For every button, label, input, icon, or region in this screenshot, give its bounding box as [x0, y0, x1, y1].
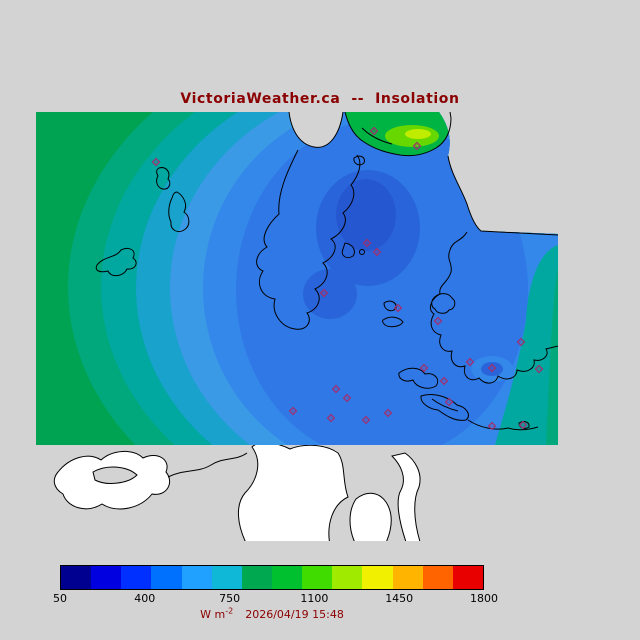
coastline-notch	[288, 111, 344, 148]
colorbar-segment	[181, 566, 212, 589]
station-marker-icon	[151, 157, 161, 167]
contour-spot-deep	[481, 362, 503, 376]
station-marker-icon	[342, 393, 352, 403]
coastline-peninsula	[344, 111, 452, 157]
contour-band-mid-blue	[236, 120, 528, 445]
colorbar-segment	[332, 566, 363, 589]
footer: W m-2 2026/04/19 15:48	[60, 606, 484, 621]
station-marker-icon	[319, 288, 329, 298]
contour-right-green	[546, 268, 558, 445]
island-mid-2	[382, 316, 404, 328]
lagoon	[92, 466, 138, 484]
station-marker-icon	[444, 397, 454, 407]
colorbar-segment	[302, 566, 333, 589]
coastline-mainland-right	[447, 155, 559, 236]
colorbar-segment	[392, 566, 423, 589]
coastline-center-bay	[341, 242, 355, 259]
colorbar-ticks: 50 400 750 1100 1450 1800	[53, 592, 498, 605]
station-marker-icon	[288, 406, 298, 416]
colorbar-tick-label: 750	[219, 592, 241, 605]
land-right-lobe	[349, 492, 392, 541]
station-marker-icon	[361, 415, 371, 425]
colorbar-tick-label: 400	[134, 592, 156, 605]
coastline-inlet-line	[431, 398, 459, 412]
station-marker-icon	[326, 413, 336, 423]
station-marker-icon	[487, 421, 497, 431]
colorbar-segment	[452, 566, 483, 589]
coastline-mid-strip	[167, 452, 248, 478]
coastline-bottom-right	[467, 419, 539, 431]
colorbar-tick-label: 1450	[385, 592, 414, 605]
station-marker-icon	[439, 376, 449, 386]
station-marker-icon	[465, 357, 475, 367]
island-left-2	[168, 191, 190, 233]
colorbar-gradient	[60, 565, 484, 590]
colorbar-segment	[61, 566, 92, 589]
coastline-left-squiggle	[95, 247, 137, 277]
colorbar-segment	[422, 566, 453, 589]
land-far-lobe	[391, 452, 421, 541]
station-marker-icon	[487, 363, 497, 373]
island-left-1	[156, 167, 171, 190]
station-marker-icon	[518, 420, 528, 430]
coastline-center-landmass	[256, 149, 361, 330]
station-marker-icon	[369, 126, 379, 136]
coastline-right-landmass	[429, 231, 559, 384]
colorbar-segment	[91, 566, 122, 589]
colorbar-tick-label: 50	[53, 592, 67, 605]
colorbar-segment	[271, 566, 303, 589]
island-tiny	[359, 249, 365, 255]
station-markers	[151, 126, 544, 431]
island-mid-3	[431, 293, 456, 314]
coastline-bays	[398, 367, 439, 389]
page-title: VictoriaWeather.ca -- Insolation	[180, 91, 460, 107]
colorbar-tick-label: 1800	[470, 592, 498, 605]
timestamp: 2026/04/19 15:48	[245, 607, 344, 621]
contour-right-teal	[495, 245, 558, 445]
station-marker-icon	[393, 303, 403, 313]
station-marker-icon	[534, 364, 544, 374]
island-small-top	[353, 155, 365, 166]
station-marker-icon	[419, 363, 429, 373]
station-marker-icon	[433, 316, 443, 326]
colorbar-tick-label: 1100	[300, 592, 329, 605]
station-marker-icon	[383, 408, 393, 418]
colorbar-segment	[362, 566, 393, 589]
land-center	[238, 445, 349, 541]
units-label: W m-2	[200, 606, 234, 621]
station-marker-icon	[516, 337, 526, 347]
contour-peninsula-yellow	[405, 129, 431, 139]
coastline-peninsula-detail	[361, 127, 393, 145]
colorbar-segment	[151, 566, 182, 589]
station-marker-icon	[362, 238, 372, 248]
contour-fills	[36, 112, 558, 445]
island-mid-1	[383, 300, 397, 312]
land-areas	[53, 445, 421, 541]
station-marker-icon	[412, 141, 422, 151]
colorbar-segment	[121, 566, 152, 589]
coastlines	[95, 111, 559, 431]
contour-blob-deeper-blue	[336, 179, 396, 251]
colorbar-segment	[241, 566, 272, 589]
colorbar-segment	[211, 566, 242, 589]
station-marker-icon	[372, 247, 382, 257]
station-marker-icon	[331, 384, 341, 394]
